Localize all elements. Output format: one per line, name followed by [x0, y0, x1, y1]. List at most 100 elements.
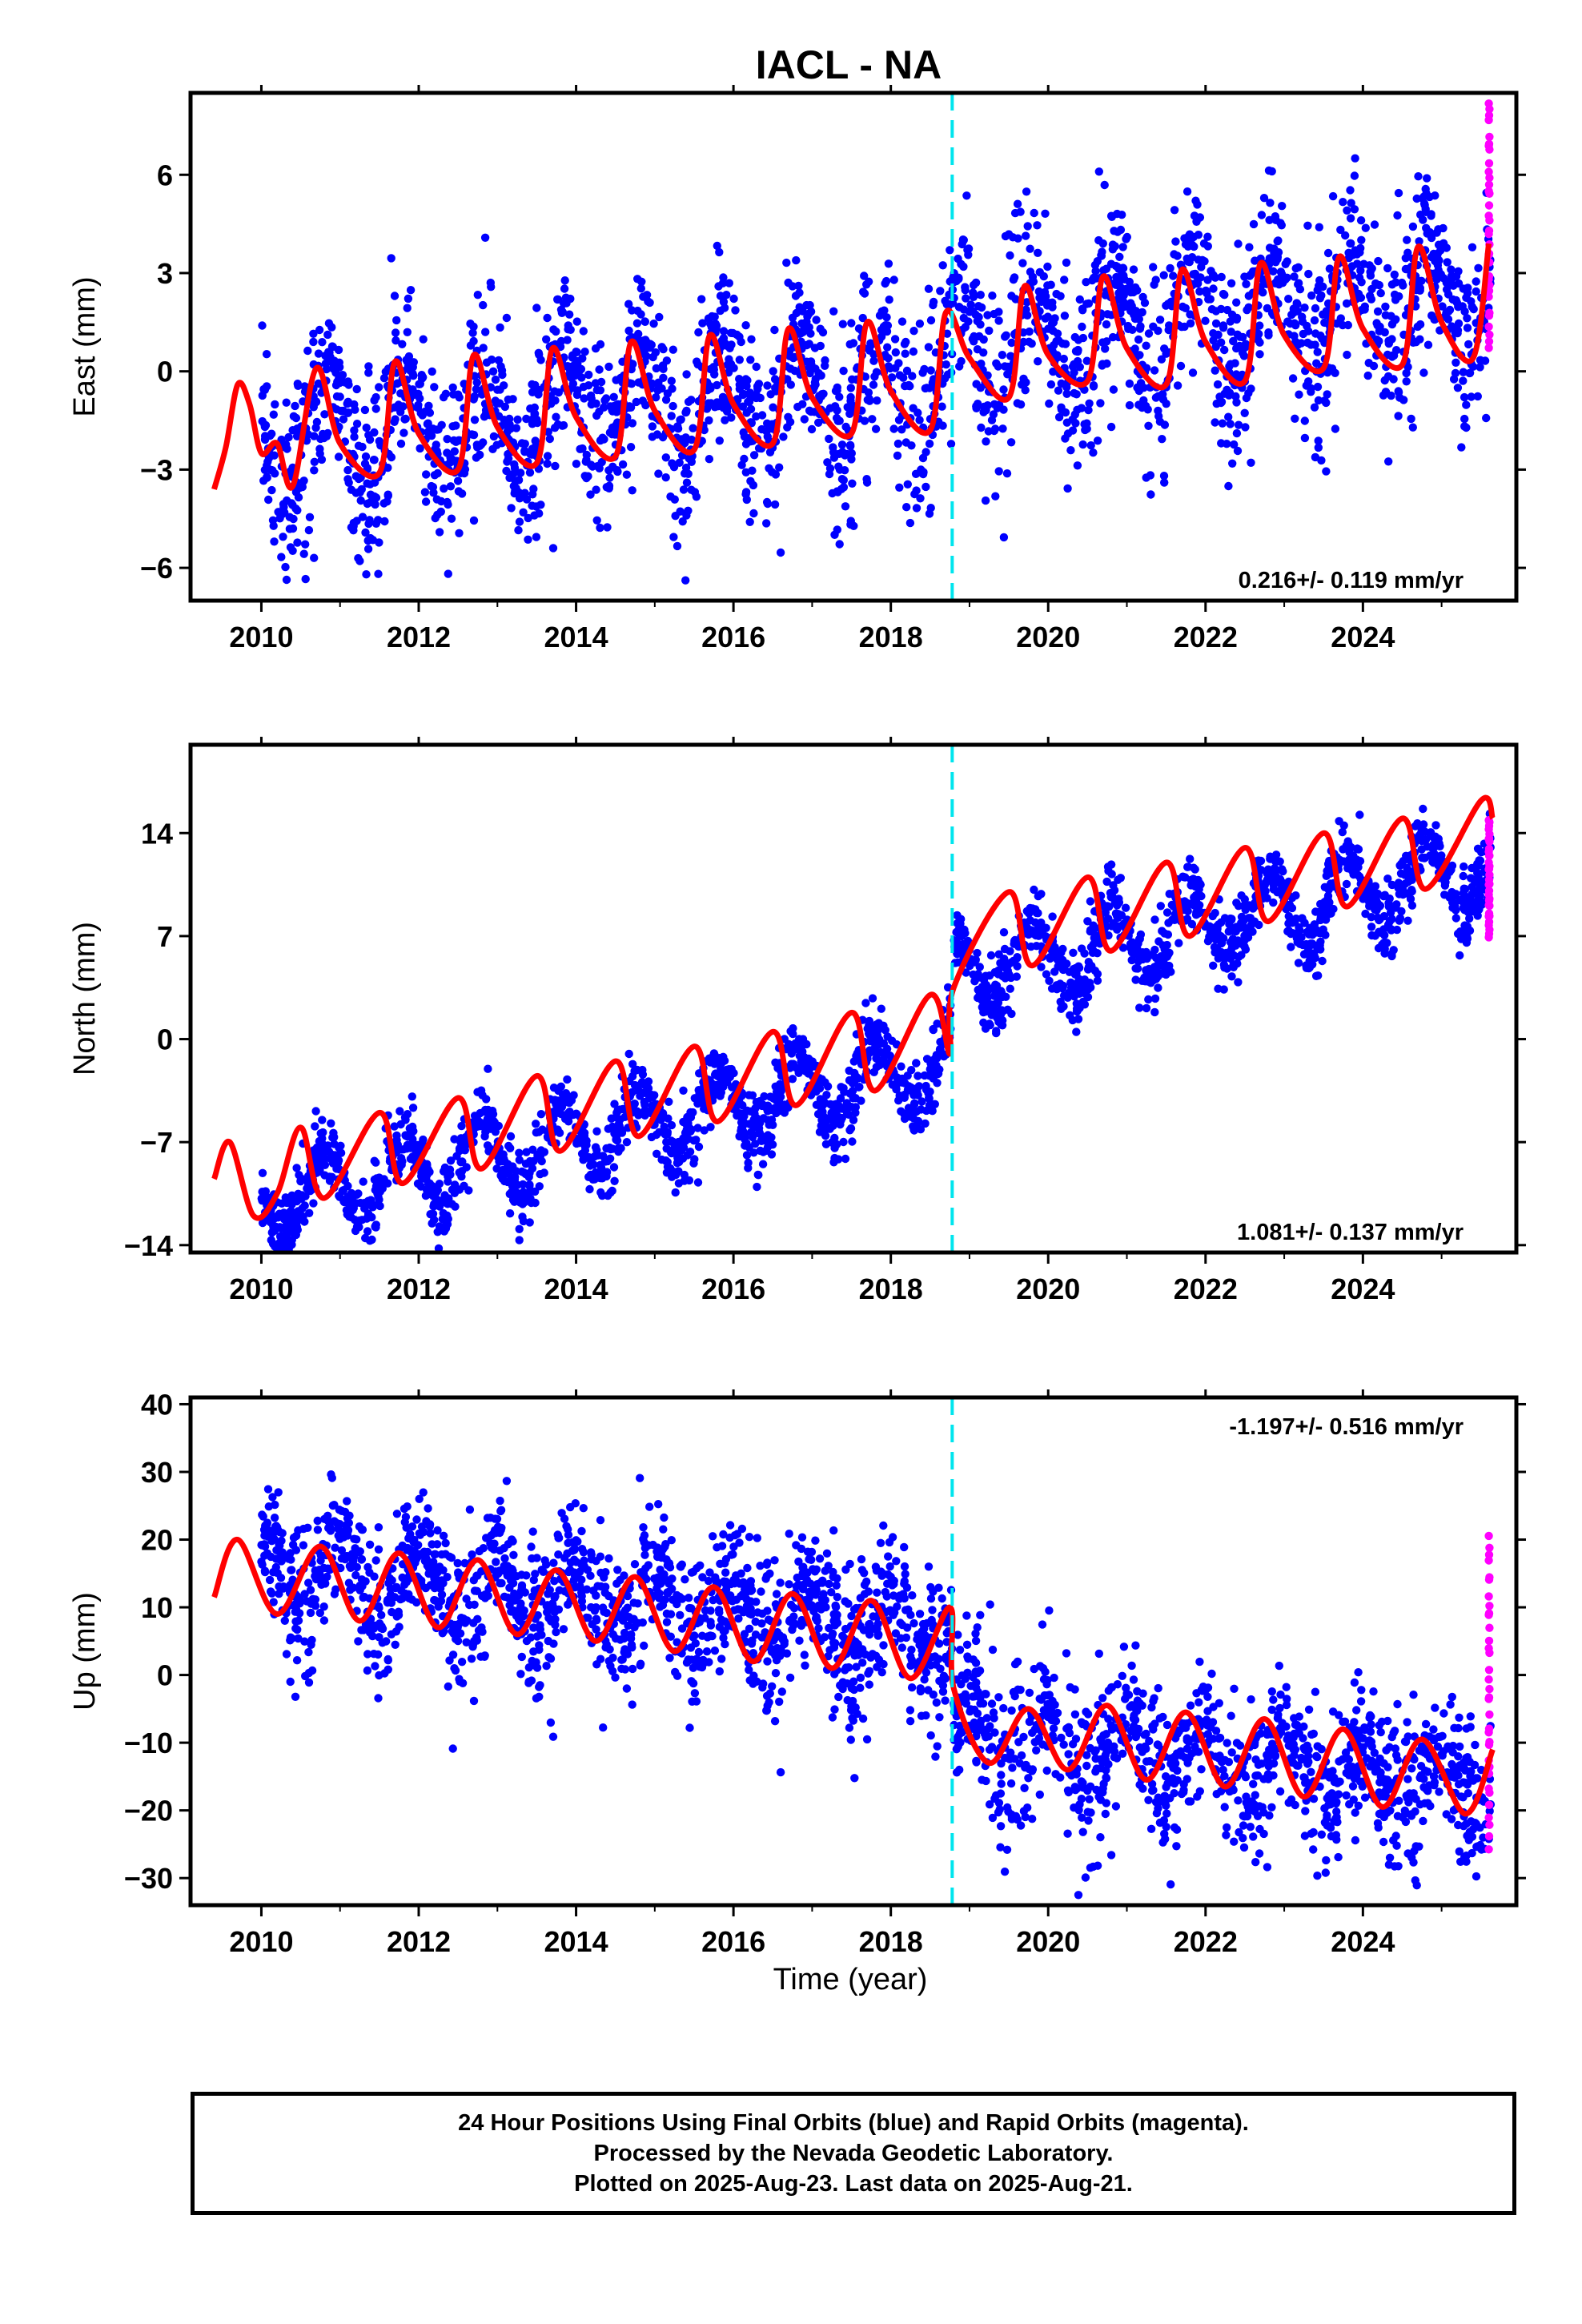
east-final-point: [769, 367, 777, 376]
north-final-point: [462, 1163, 471, 1172]
figure-title: IACL - NA: [756, 42, 942, 87]
east-final-point: [1116, 225, 1126, 235]
east-final-point: [638, 396, 647, 405]
east-final-point: [1343, 350, 1351, 360]
east-final-point: [1432, 228, 1441, 237]
east-final-point: [565, 310, 574, 319]
east-final-point: [1001, 332, 1010, 341]
east-final-point: [741, 321, 750, 330]
east-xtick-label: 2022: [1174, 621, 1238, 653]
north-final-point: [686, 1113, 696, 1122]
north-final-point: [877, 1004, 886, 1013]
east-rapid-point: [1485, 330, 1494, 340]
east-final-point: [309, 337, 318, 347]
east-final-point: [1267, 255, 1277, 264]
east-final-point: [1468, 243, 1477, 251]
east-final-point: [942, 360, 951, 369]
north-final-point: [624, 1049, 633, 1059]
east-final-point: [604, 466, 613, 475]
east-final-point: [1430, 315, 1439, 324]
north-final-point: [1254, 856, 1263, 865]
north-final-point: [917, 1097, 926, 1106]
east-final-point: [1370, 220, 1379, 229]
north-final-point: [428, 1209, 438, 1219]
east-final-point: [1204, 295, 1213, 304]
east-final-point: [454, 390, 463, 399]
east-final-point: [954, 274, 963, 283]
east-final-point: [1030, 208, 1038, 218]
east-final-point: [383, 490, 392, 499]
east-final-point: [1037, 297, 1046, 306]
east-final-point: [741, 468, 750, 476]
east-final-point: [1091, 267, 1100, 275]
east-final-point: [361, 528, 370, 537]
east-final-point: [1033, 221, 1042, 230]
east-final-point: [1089, 273, 1098, 283]
north-final-point: [418, 1166, 427, 1176]
north-final-point: [1383, 875, 1392, 883]
north-final-point: [648, 1101, 656, 1111]
east-final-point: [326, 357, 335, 366]
east-final-point: [354, 441, 363, 450]
east-final-point: [877, 332, 886, 341]
east-final-point: [1352, 250, 1362, 259]
east-final-point: [1170, 206, 1179, 215]
north-final-point: [525, 1218, 534, 1227]
east-final-point: [592, 485, 600, 494]
east-final-point: [1166, 297, 1175, 307]
east-final-point: [802, 317, 811, 327]
north-final-point: [1468, 883, 1476, 891]
east-final-point: [1219, 289, 1228, 299]
north-final-point: [506, 1132, 516, 1141]
east-final-point: [301, 540, 310, 549]
east-final-point: [360, 405, 370, 415]
east-final-point: [641, 336, 650, 344]
east-final-point: [496, 362, 505, 371]
north-final-point: [1162, 908, 1172, 917]
east-final-point: [1226, 317, 1235, 326]
east-final-point: [885, 364, 895, 373]
east-final-point: [1124, 324, 1133, 333]
north-final-point: [758, 1160, 768, 1168]
east-final-point: [430, 471, 440, 480]
north-final-point: [969, 970, 978, 979]
north-final-point: [916, 1125, 926, 1134]
east-final-point: [322, 364, 331, 374]
east-rapid-point: [1484, 322, 1493, 332]
east-final-point: [1427, 211, 1435, 220]
north-final-point: [661, 1156, 670, 1165]
north-final-point: [1060, 963, 1069, 973]
east-final-point: [805, 309, 813, 318]
east-final-point: [519, 508, 528, 517]
east-final-point: [918, 368, 927, 377]
east-final-point: [1150, 366, 1159, 375]
east-final-point: [877, 307, 886, 316]
east-final-point: [971, 278, 981, 287]
east-final-point: [1022, 231, 1030, 240]
north-final-point: [604, 1124, 612, 1133]
east-final-point: [1007, 338, 1016, 348]
north-final-point: [1034, 922, 1043, 931]
east-final-point: [292, 432, 302, 440]
east-final-point: [1235, 332, 1245, 341]
east-final-point: [845, 440, 855, 449]
east-final-point: [299, 549, 308, 558]
north-final-point: [1156, 902, 1166, 911]
east-final-point: [806, 329, 815, 338]
east-final-point: [1230, 440, 1239, 449]
east-final-point: [542, 335, 551, 344]
east-final-point: [363, 545, 373, 553]
east-final-point: [481, 328, 490, 336]
east-final-point: [921, 448, 930, 456]
north-final-point: [929, 1024, 938, 1034]
east-final-point: [1332, 319, 1341, 328]
east-final-point: [840, 466, 849, 475]
east-final-point: [611, 424, 620, 434]
east-final-point: [667, 412, 676, 420]
north-final-point: [1463, 922, 1472, 931]
east-final-point: [532, 533, 541, 541]
east-final-point: [652, 393, 661, 402]
east-final-point: [640, 317, 649, 326]
east-final-point: [500, 402, 509, 412]
east-final-point: [391, 336, 400, 345]
